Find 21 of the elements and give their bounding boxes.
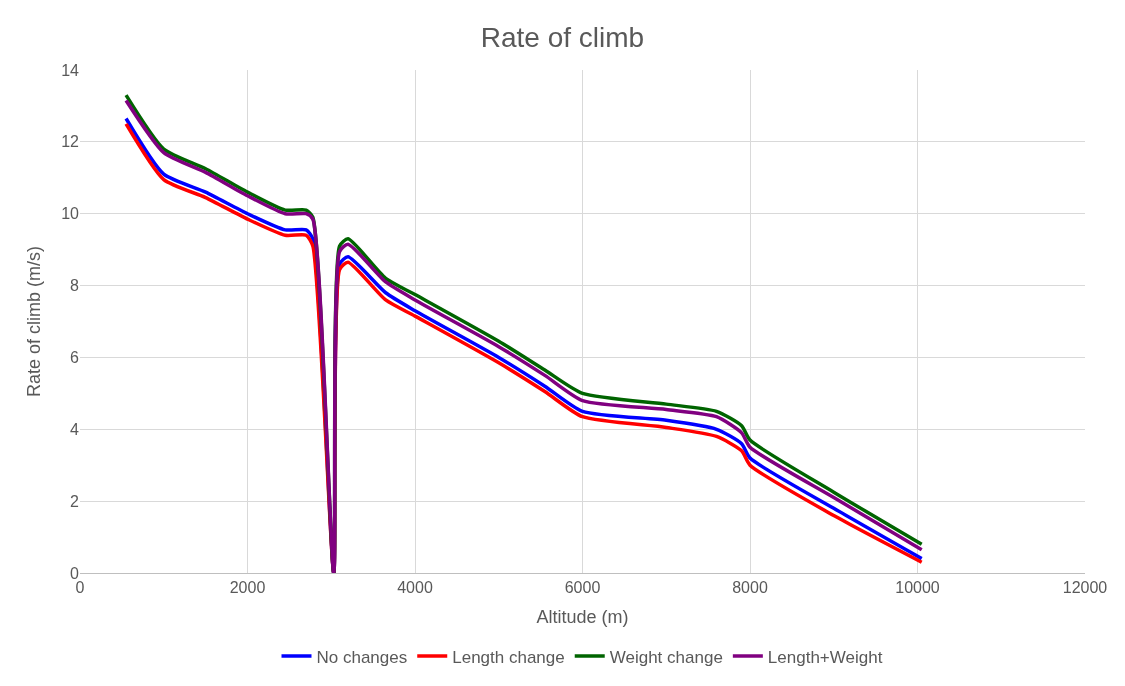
x-tick-label: 8000	[732, 579, 768, 597]
legend-label: Length change	[452, 647, 565, 667]
y-tick-label: 4	[70, 420, 80, 438]
y-tick-label: 0	[70, 564, 80, 582]
x-axis-title: Altitude (m)	[536, 607, 629, 628]
y-axis-title: Rate of climb (m/s)	[24, 245, 45, 398]
y-tick-label: 12	[61, 133, 80, 151]
x-tick-label: 12000	[1062, 579, 1108, 597]
chart-title: Rate of climb	[480, 22, 645, 54]
y-tick-label: 8	[70, 277, 80, 295]
x-tick-label: 4000	[397, 579, 433, 597]
legend-label: No changes	[316, 647, 408, 667]
legend-label: Weight change	[609, 647, 723, 667]
y-tick-label: 2	[70, 492, 80, 510]
y-tick-label: 14	[61, 61, 80, 79]
x-tick-label: 2000	[229, 579, 266, 597]
x-tick-label: 10000	[895, 579, 940, 597]
y-tick-label: 6	[70, 349, 80, 367]
y-tick-label: 10	[61, 205, 80, 223]
x-tick-label: 6000	[564, 579, 601, 597]
legend-label: Length+Weight	[767, 647, 883, 667]
